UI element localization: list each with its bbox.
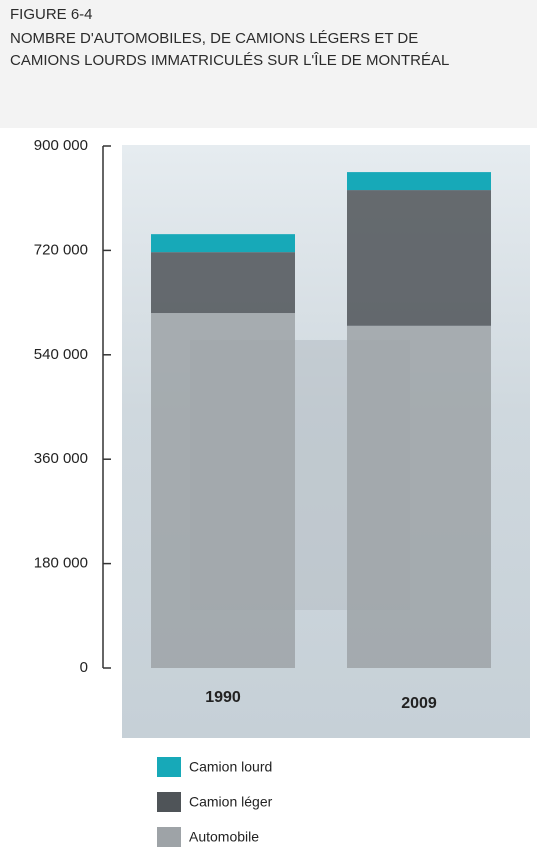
legend-label: Camion lourd — [189, 759, 272, 775]
legend-label: Automobile — [189, 829, 259, 845]
bar-segment — [151, 252, 295, 314]
bar-segment — [347, 190, 491, 326]
x-tick-label: 1990 — [205, 689, 241, 706]
bar-segment — [151, 313, 295, 668]
bar-segment — [347, 325, 491, 668]
legend-swatch — [157, 827, 181, 847]
y-tick-label: 180 000 — [34, 555, 88, 572]
header — [0, 0, 537, 128]
chart-title: NOMBRE D'AUTOMOBILES, DE CAMIONS LÉGERS … — [10, 30, 450, 69]
y-tick-label: 540 000 — [34, 346, 88, 363]
y-tick-label: 720 000 — [34, 241, 88, 258]
y-tick-label: 900 000 — [34, 137, 88, 154]
x-tick-label: 2009 — [401, 695, 437, 712]
legend-label: Camion léger — [189, 794, 273, 810]
bar-segment — [347, 172, 491, 191]
legend-swatch — [157, 757, 181, 777]
bar-segment — [151, 234, 295, 253]
figure-label: FIGURE 6-4 — [10, 6, 93, 23]
y-tick-label: 360 000 — [34, 450, 88, 467]
legend-swatch — [157, 792, 181, 812]
y-tick-label: 0 — [80, 659, 88, 676]
